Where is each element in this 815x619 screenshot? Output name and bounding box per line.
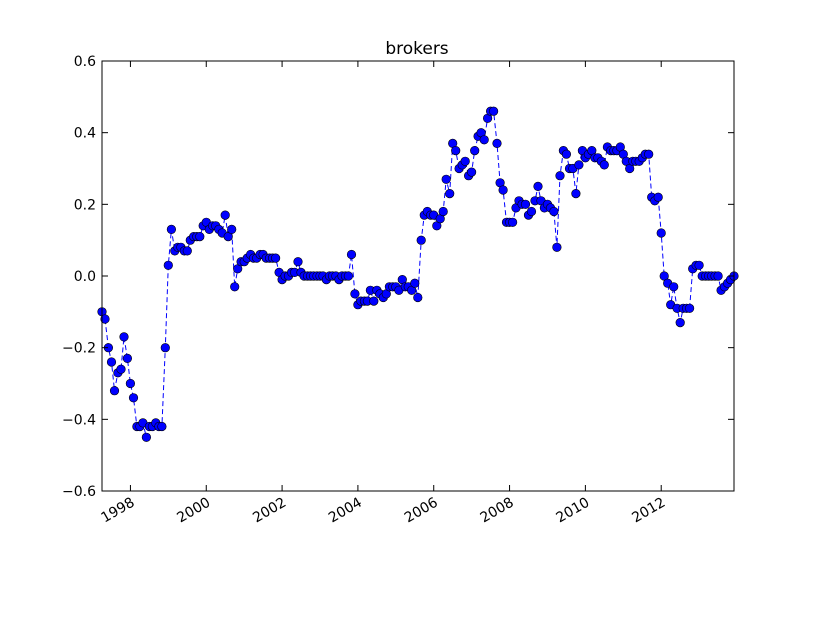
data-point xyxy=(479,135,489,145)
data-point xyxy=(438,206,448,217)
data-point xyxy=(128,393,139,403)
data-point xyxy=(561,149,572,159)
data-point xyxy=(460,156,470,166)
data-point xyxy=(163,260,173,270)
data-point xyxy=(109,386,120,396)
data-point xyxy=(675,318,685,328)
data-point xyxy=(100,314,110,324)
data-point xyxy=(166,224,176,234)
data-point xyxy=(467,167,477,177)
data-point xyxy=(106,357,117,367)
data-point xyxy=(271,253,281,263)
data-point xyxy=(160,343,170,353)
data-point xyxy=(498,185,508,195)
chart-title: brokers xyxy=(385,39,448,59)
data-point xyxy=(293,257,303,267)
data-point xyxy=(669,282,679,292)
y-tick-label: −0.4 xyxy=(62,412,96,428)
y-tick-label: 0.0 xyxy=(74,269,96,285)
data-point xyxy=(122,353,132,364)
data-point xyxy=(574,160,584,170)
data-point xyxy=(644,149,654,159)
data-point xyxy=(416,235,426,245)
data-point xyxy=(552,242,562,252)
data-point xyxy=(520,199,531,209)
data-point xyxy=(413,292,423,303)
data-point xyxy=(599,160,609,170)
y-tick-label: −0.2 xyxy=(62,341,96,357)
data-point xyxy=(220,210,230,220)
data-point xyxy=(694,260,704,270)
data-point xyxy=(350,289,360,299)
data-point xyxy=(125,378,135,389)
data-point xyxy=(119,332,129,342)
data-point xyxy=(445,189,455,199)
data-point xyxy=(410,278,420,288)
data-point xyxy=(141,432,151,442)
data-point xyxy=(713,271,723,281)
data-layer xyxy=(97,106,739,442)
data-point xyxy=(157,421,167,432)
data-point xyxy=(533,181,543,191)
data-point xyxy=(116,364,126,374)
data-point xyxy=(489,106,499,116)
data-point xyxy=(195,232,205,242)
data-point xyxy=(470,146,480,156)
y-tick-label: −0.6 xyxy=(62,484,96,500)
data-point xyxy=(369,296,379,306)
data-point xyxy=(230,282,240,292)
data-point xyxy=(343,271,354,281)
data-point xyxy=(441,174,451,184)
data-point xyxy=(451,146,461,156)
data-point xyxy=(227,224,237,234)
data-point xyxy=(571,189,581,199)
data-point xyxy=(653,192,663,202)
y-tick-label: 0.6 xyxy=(74,54,96,70)
y-tick-label: 0.4 xyxy=(74,126,96,142)
data-point xyxy=(656,228,666,238)
data-point xyxy=(182,246,192,256)
data-point xyxy=(507,217,518,227)
data-point xyxy=(684,303,695,313)
data-point xyxy=(549,206,559,217)
data-point xyxy=(346,249,357,260)
data-point xyxy=(555,171,565,181)
y-tick-label: 0.2 xyxy=(74,197,96,213)
data-point xyxy=(526,206,537,217)
data-point xyxy=(492,138,502,148)
